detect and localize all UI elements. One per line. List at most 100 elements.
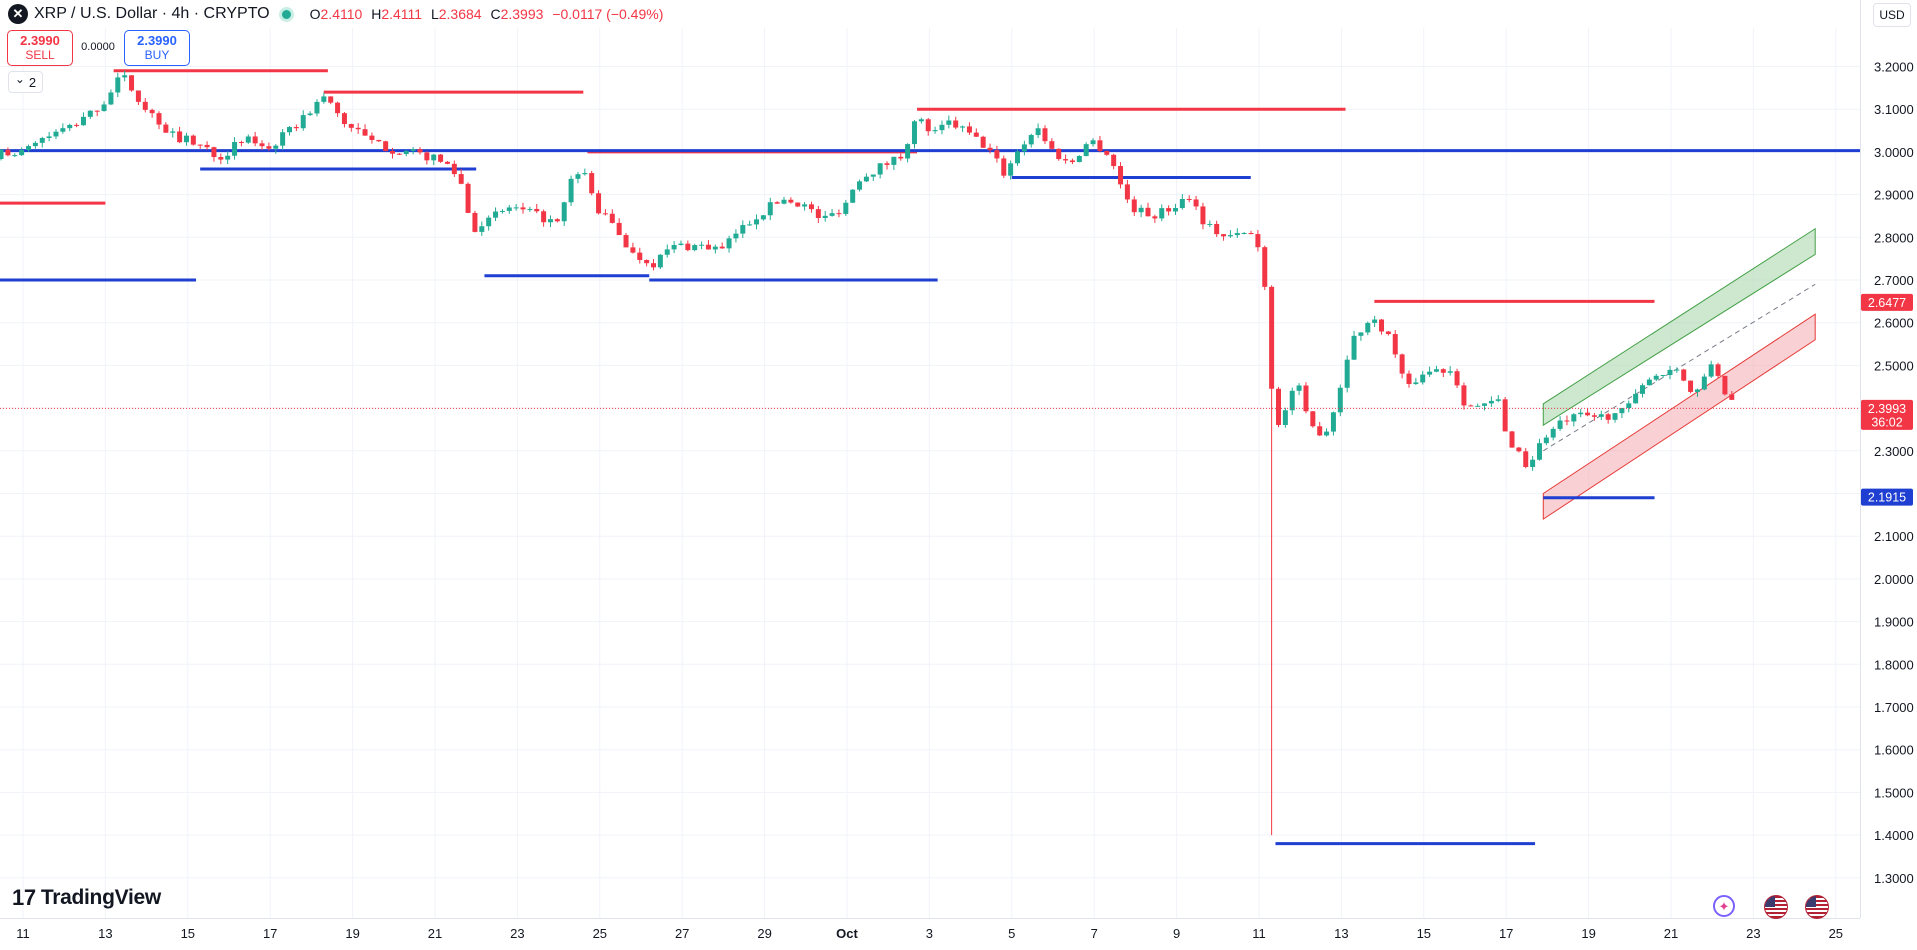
- candle-body: [946, 120, 952, 125]
- candle-body: [520, 207, 526, 210]
- candle-body: [87, 110, 93, 117]
- candle-body: [1516, 447, 1522, 452]
- candle-body: [218, 157, 224, 160]
- candle-body: [1344, 359, 1350, 388]
- candle-body: [156, 113, 162, 125]
- candle-body: [987, 147, 993, 151]
- candle-body: [32, 142, 38, 147]
- candle-body: [1495, 399, 1501, 401]
- us-flag-icon[interactable]: [1764, 895, 1788, 919]
- candle-body: [898, 156, 904, 159]
- y-tick-label: 3.1000: [1874, 102, 1914, 117]
- candle-body: [1255, 234, 1261, 248]
- candle-body: [417, 149, 423, 153]
- candle-body: [1008, 163, 1014, 176]
- y-tick-label: 3.0000: [1874, 145, 1914, 160]
- y-tick-label: 1.9000: [1874, 615, 1914, 630]
- candle-body: [177, 131, 183, 143]
- candle-body: [1028, 135, 1034, 145]
- x-tick-label: 11: [16, 926, 30, 941]
- indicators-count: 2: [28, 74, 37, 90]
- candle-body: [170, 131, 176, 133]
- channel-lower-band: [1542, 313, 1816, 521]
- candle-body: [1049, 141, 1055, 149]
- candle-body: [1069, 160, 1075, 163]
- candle-body: [1282, 410, 1288, 425]
- candle-body: [362, 129, 368, 136]
- candle-body: [80, 116, 86, 126]
- candle-body: [547, 219, 553, 223]
- candle-body: [53, 131, 59, 137]
- candle-body: [1015, 151, 1021, 164]
- candle-body: [1688, 380, 1694, 392]
- candle-body: [843, 202, 849, 214]
- candle-body: [884, 163, 890, 165]
- buy-button[interactable]: 2.3990 BUY: [124, 30, 190, 66]
- candle-body: [486, 217, 492, 227]
- candle-body: [396, 153, 402, 155]
- candle-body: [1591, 415, 1597, 417]
- price-label: 2.6477: [1868, 296, 1906, 310]
- candle-body: [774, 202, 780, 204]
- candle-body: [1090, 140, 1096, 145]
- y-tick-label: 2.0000: [1874, 572, 1914, 587]
- ohlc-close-key: C: [490, 6, 501, 22]
- candle-body: [383, 141, 389, 151]
- candle-body: [1200, 206, 1206, 225]
- candle-body: [678, 243, 684, 246]
- candle-body: [183, 135, 189, 143]
- candle-body: [1626, 403, 1632, 409]
- candle-body: [321, 96, 327, 102]
- x-tick-label: 17: [1499, 926, 1513, 941]
- candle-body: [94, 110, 100, 112]
- candle-body: [1179, 198, 1185, 209]
- candle-body: [1337, 387, 1343, 413]
- symbol-title[interactable]: XRP / U.S. Dollar · 4h · CRYPTO: [34, 5, 270, 22]
- candle-body: [1674, 369, 1680, 371]
- candle-body: [211, 147, 217, 158]
- candle-body: [1138, 207, 1144, 213]
- candle-body: [280, 132, 286, 146]
- x-tick-label: 13: [98, 926, 112, 941]
- candle-body: [1433, 369, 1439, 372]
- candle-body: [905, 144, 911, 159]
- tradingview-logo[interactable]: 17 TradingView: [12, 885, 161, 911]
- candle-body: [390, 150, 396, 154]
- candle-body: [561, 202, 567, 222]
- candle-body: [300, 115, 306, 129]
- candle-body: [1124, 184, 1130, 200]
- candle-body: [1145, 207, 1151, 217]
- candle-body: [115, 77, 121, 93]
- indicators-toggle-button[interactable]: ⌄ 2: [8, 71, 43, 93]
- candle-body: [1118, 166, 1124, 185]
- y-tick-label: 2.9000: [1874, 188, 1914, 203]
- candle-body: [410, 149, 416, 151]
- candle-body: [918, 119, 924, 122]
- candle-body: [795, 202, 801, 207]
- candle-body: [870, 174, 876, 177]
- sparkle-icon[interactable]: ✦: [1713, 895, 1735, 917]
- candle-body: [335, 102, 341, 114]
- candle-body: [960, 126, 966, 128]
- currency-button[interactable]: USD: [1873, 3, 1911, 27]
- candle-body: [1482, 403, 1488, 406]
- ohlc-values: O2.4110 H2.4111 L2.3684 C2.3993 −0.0117 …: [305, 6, 664, 22]
- x-icon[interactable]: ✕: [8, 4, 28, 24]
- us-flag-icon[interactable]: [1805, 895, 1829, 919]
- x-tick-label: 13: [1334, 926, 1348, 941]
- market-status-dot[interactable]: [281, 9, 291, 19]
- candle-body: [1104, 151, 1110, 155]
- candle-body: [451, 163, 457, 175]
- candle-body: [1399, 354, 1405, 374]
- regression-channels: [1542, 227, 1816, 521]
- x-tick-label: 29: [757, 926, 771, 941]
- x-tick-label: 15: [1417, 926, 1431, 941]
- buy-price: 2.3990: [137, 33, 177, 48]
- y-tick-label: 1.4000: [1874, 828, 1914, 843]
- sell-button[interactable]: 2.3990 SELL: [7, 30, 73, 66]
- ohlc-change: −0.0117 (−0.49%): [552, 6, 664, 22]
- candle-body: [314, 101, 320, 114]
- x-tick-label: 17: [263, 926, 277, 941]
